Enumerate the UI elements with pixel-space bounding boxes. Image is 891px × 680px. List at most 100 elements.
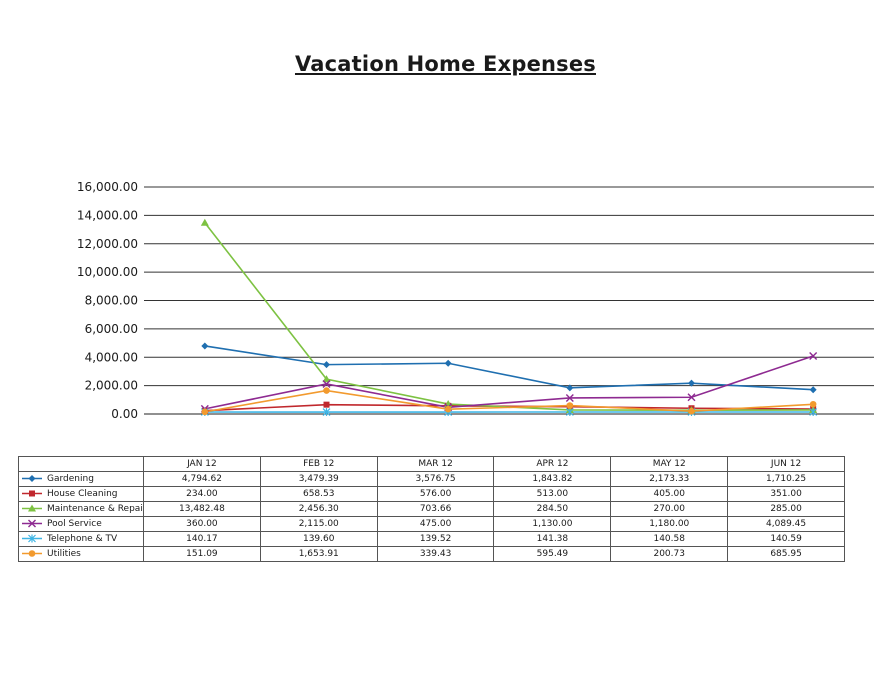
- table-header-cell: MAY 12: [610, 456, 729, 472]
- data-point: [322, 379, 331, 388]
- data-point: [200, 218, 209, 226]
- table-header-cell: APR 12: [493, 456, 612, 472]
- data-point: [322, 408, 331, 417]
- legend-marker: [28, 504, 36, 512]
- chart-title: Vacation Home Expenses: [294, 52, 596, 76]
- table-value-cell: 4,089.45: [727, 516, 845, 532]
- table-value-cell: 405.00: [610, 486, 729, 502]
- legend-marker: [28, 550, 36, 557]
- y-tick-label: 8,000.00: [85, 294, 138, 308]
- legend-key-icon: [22, 534, 42, 543]
- legend-label: Pool Service: [47, 519, 102, 529]
- y-axis-ticks: 16,000.00 14,000.00 12,000.00 10,000.00 8,00…: [77, 180, 138, 421]
- table-row: Pool Service 360.00 2,115.00 475.00 1,130.00…: [18, 516, 845, 532]
- data-point: [565, 407, 574, 416]
- table-value-cell: 1,653.91: [259, 546, 378, 562]
- table-header-cell: FEB 12: [259, 456, 378, 472]
- table-body: Gardening 4,794.62 3,479.39 3,576.75 1,843.8…: [18, 471, 845, 562]
- legend-cell: Utilities: [18, 546, 144, 562]
- table-header-cell: JUN 12: [727, 456, 845, 472]
- table-value-cell: 13,482.48: [143, 501, 261, 517]
- data-point: [323, 401, 330, 408]
- series-markers: [200, 218, 818, 417]
- table-value-cell: 2,456.30: [259, 501, 378, 517]
- table-row: Telephone & TV 140.17 139.60 139.52 141.38 14…: [18, 531, 845, 547]
- series-line: [204, 222, 814, 411]
- data-point: [201, 342, 209, 350]
- legend-key-icon: [22, 475, 42, 482]
- legend-marker: [28, 519, 36, 528]
- series-line: [204, 345, 814, 391]
- table-header-cell: JAN 12: [143, 456, 261, 472]
- legend-marker: [29, 490, 35, 497]
- table-value-cell: 360.00: [143, 516, 261, 532]
- table-value-cell: 270.00: [610, 501, 729, 517]
- table-value-cell: 200.73: [610, 546, 729, 562]
- legend-label: Utilities: [47, 549, 81, 559]
- table-value-cell: 140.59: [727, 531, 845, 547]
- table-header-row: JAN 12 FEB 12 MAR 12 APR 12 MAY 12 JUN 12: [18, 456, 845, 472]
- table-value-cell: 234.00: [143, 486, 261, 502]
- data-point: [566, 402, 574, 409]
- table-value-cell: 139.52: [376, 531, 495, 547]
- legend-label: Gardening: [47, 474, 94, 484]
- data-point: [688, 407, 695, 415]
- data-point: [201, 408, 209, 416]
- data-point: [323, 387, 330, 394]
- table-value-cell: 2,115.00: [259, 516, 378, 532]
- table-value-cell: 141.38: [493, 531, 612, 547]
- table-value-cell: 685.95: [727, 546, 845, 562]
- table-value-cell: 351.00: [727, 486, 845, 502]
- table-value-cell: 3,576.75: [376, 471, 495, 487]
- table-value-cell: 1,180.00: [610, 516, 729, 532]
- table-value-cell: 284.50: [493, 501, 612, 517]
- data-point: [809, 351, 818, 360]
- table-row: Gardening 4,794.62 3,479.39 3,576.75 1,843.8…: [18, 471, 845, 487]
- table-value-cell: 1,130.00: [493, 516, 612, 532]
- y-tick-label: 10,000.00: [77, 265, 138, 279]
- data-point: [323, 361, 330, 369]
- y-tick-label: 14,000.00: [77, 208, 138, 222]
- data-point: [687, 393, 696, 402]
- legend-cell: Pool Service: [18, 516, 144, 532]
- legend-label: House Cleaning: [47, 489, 118, 499]
- table-value-cell: 475.00: [376, 516, 495, 532]
- table-value-cell: 576.00: [376, 486, 495, 502]
- legend-label: Telephone & TV: [47, 534, 118, 544]
- table-value-cell: 140.17: [143, 531, 261, 547]
- table-value-cell: 285.00: [727, 501, 845, 517]
- data-point: [809, 386, 817, 394]
- y-tick-label: 6,000.00: [85, 322, 138, 336]
- table-value-cell: 513.00: [493, 486, 612, 502]
- table-value-cell: 2,173.33: [610, 471, 729, 487]
- legend-key-icon: [22, 550, 42, 557]
- legend-key-icon: [22, 490, 42, 497]
- table-value-cell: 703.66: [376, 501, 495, 517]
- data-point: [809, 408, 818, 417]
- series-lines: [204, 222, 814, 413]
- y-tick-label: 12,000.00: [77, 237, 138, 251]
- legend-cell: Gardening: [18, 471, 144, 487]
- table-value-cell: 339.43: [376, 546, 495, 562]
- legend-marker: [28, 475, 36, 482]
- legend-cell: Telephone & TV: [18, 531, 144, 547]
- table-value-cell: 3,479.39: [259, 471, 378, 487]
- legend-cell: House Cleaning: [18, 486, 144, 502]
- legend-marker: [28, 534, 36, 543]
- table-value-cell: 151.09: [143, 546, 261, 562]
- legend-label: Maintenance & Repairs: [47, 504, 144, 514]
- table-value-cell: 595.49: [493, 546, 612, 562]
- data-table: JAN 12 FEB 12 MAR 12 APR 12 MAY 12 JUN 12 Gar…: [18, 456, 845, 562]
- data-point: [322, 375, 331, 383]
- table-value-cell: 1,710.25: [727, 471, 845, 487]
- gridlines: [144, 186, 874, 415]
- table-row: Utilities 151.09 1,653.91 339.43 595.49 200.7…: [18, 546, 845, 562]
- data-point: [565, 393, 574, 402]
- data-point: [688, 379, 695, 387]
- data-point: [444, 405, 452, 413]
- legend-key-icon: [22, 519, 42, 528]
- series-line: [204, 355, 814, 410]
- table-header-cell: MAR 12: [376, 456, 495, 472]
- line-chart: 16,000.00 14,000.00 12,000.00 10,000.00 8,00…: [77, 180, 874, 421]
- table-value-cell: 1,843.82: [493, 471, 612, 487]
